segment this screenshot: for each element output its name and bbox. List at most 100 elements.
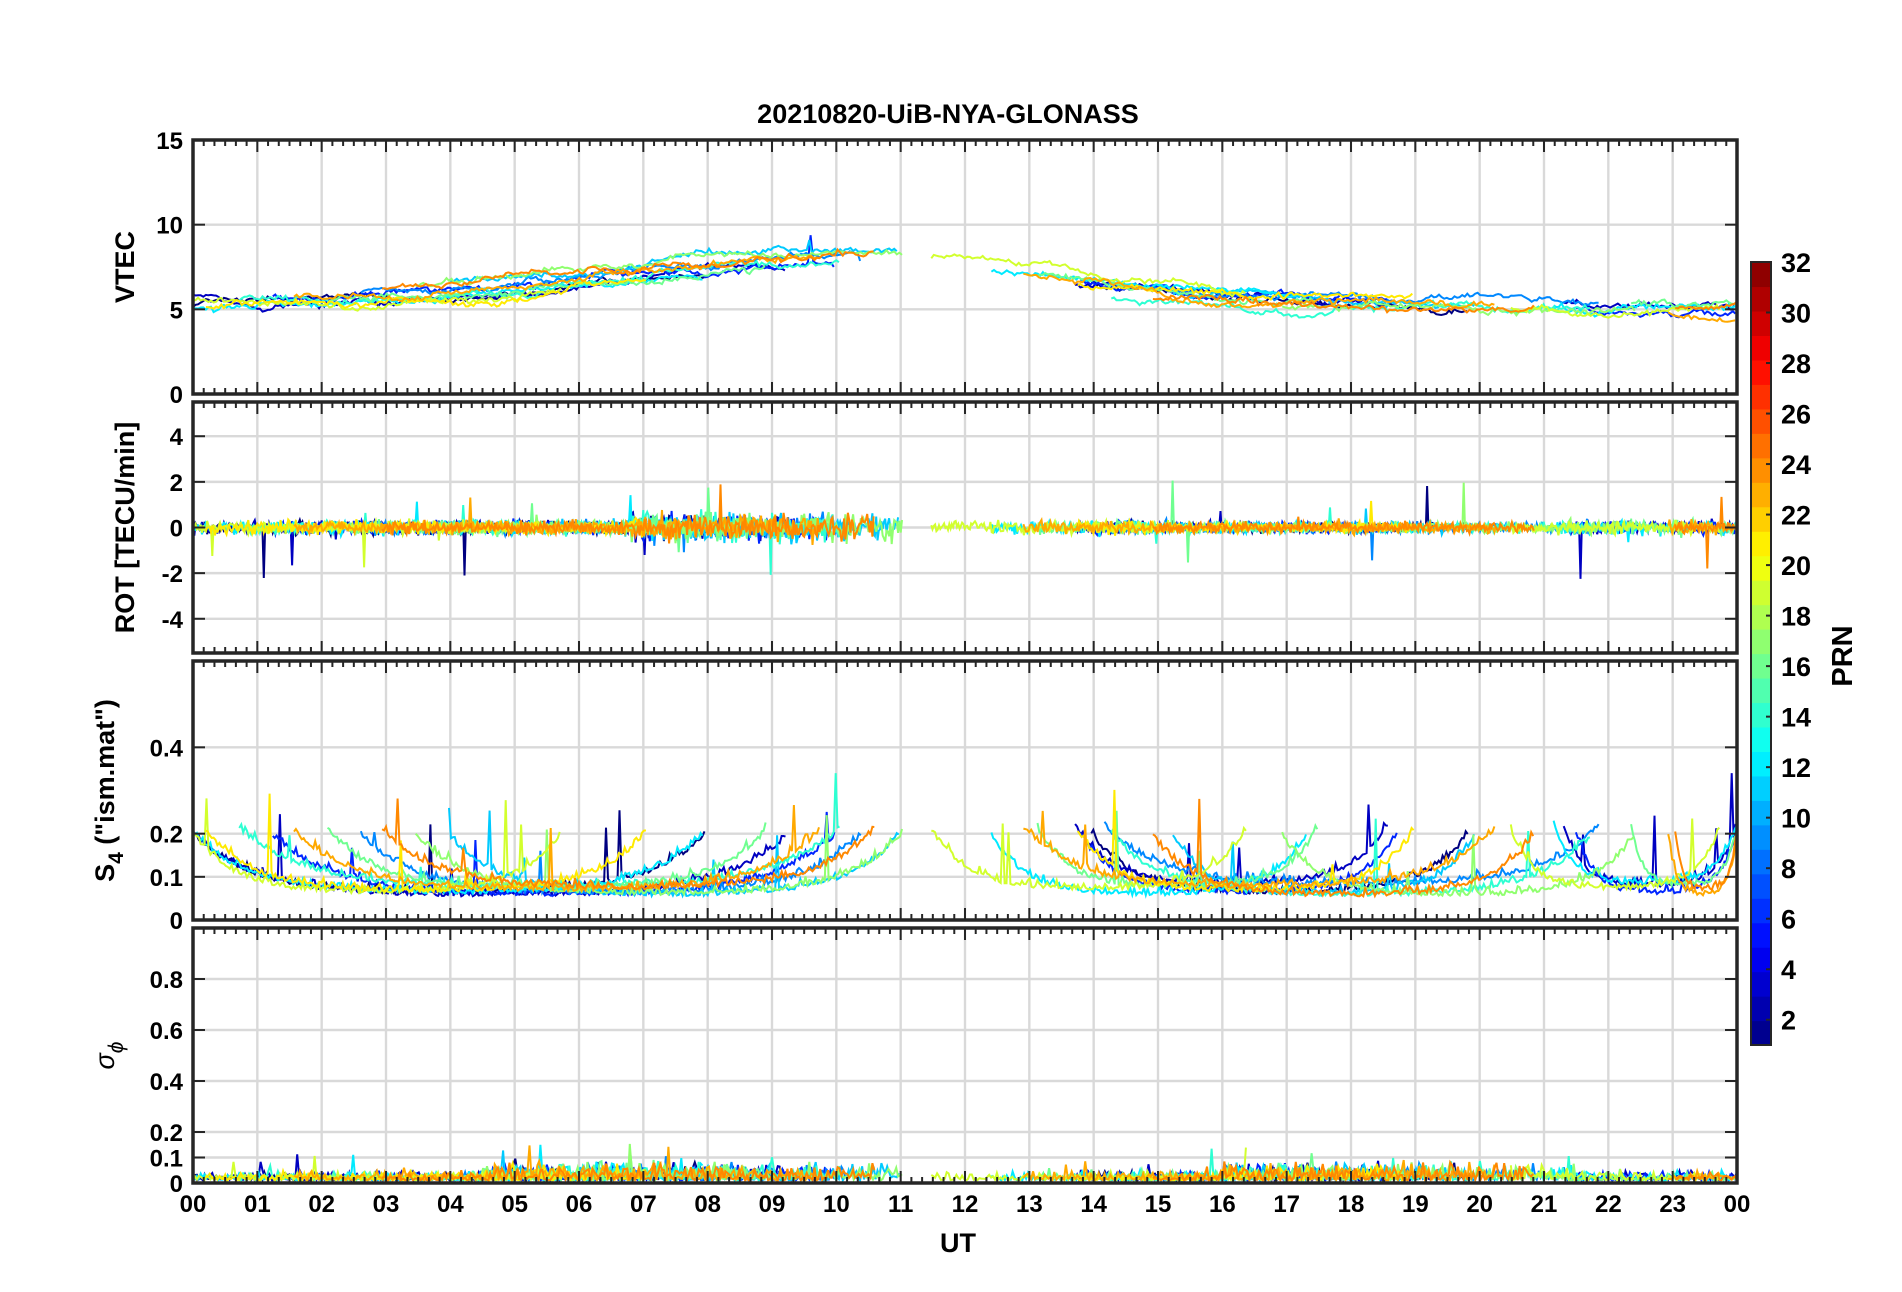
y-tick-label: 2 [170, 470, 183, 497]
y-tick-label: 10 [156, 213, 183, 240]
y-axis-label-rot: ROT [TECU/min] [110, 422, 140, 633]
y-tick-label: 0.2 [150, 1120, 183, 1147]
y-tick-label: 0.1 [150, 865, 183, 892]
colorbar-tick-label: 4 [1781, 955, 1796, 985]
x-tick-label: 13 [1016, 1191, 1043, 1218]
y-tick-label: 0 [170, 1171, 183, 1198]
series-prn-21 [205, 793, 647, 895]
x-tick-label: 10 [823, 1191, 850, 1218]
panel-rot: -4 -2 0 2 4 ROT [TECU/min] [110, 400, 1739, 655]
colorbar-segment [1751, 384, 1771, 410]
colorbar-segment [1751, 849, 1771, 875]
x-tick-label: 22 [1595, 1191, 1622, 1218]
series-prn-11 [448, 807, 900, 899]
colorbar-segment [1751, 800, 1771, 826]
colorbar-segment [1751, 457, 1771, 483]
colorbar-tick-label: 2 [1781, 1006, 1796, 1036]
colorbar-segment [1751, 653, 1771, 679]
series-prn-12 [1553, 301, 1737, 318]
x-tick-label: 00 [180, 1191, 207, 1218]
y-tick-label: -2 [162, 561, 183, 588]
y-tick-label: 0.4 [150, 735, 184, 762]
chart-title: 20210820-UiB-NYA-GLONASS [757, 99, 1139, 129]
series-prn-16 [1630, 824, 1737, 890]
series-prn-24 [1152, 293, 1535, 314]
colorbar-tick-label: 6 [1781, 905, 1796, 935]
y-tick-label: 0.4 [150, 1069, 184, 1096]
series-prn-24 [381, 798, 875, 891]
x-tick-label: 11 [888, 1191, 913, 1218]
colorbar-segment [1751, 286, 1771, 312]
y-tick-label: 0 [170, 516, 183, 543]
x-tick-label: 02 [308, 1191, 335, 1218]
colorbar-segment [1751, 677, 1771, 704]
y-axis-label-sigma_phi: σϕ [90, 1042, 128, 1070]
colorbar-segment [1751, 506, 1771, 532]
x-tick-label: 00 [1724, 1191, 1751, 1218]
series-prn-6 [1574, 831, 1737, 896]
colorbar-segment [1751, 335, 1771, 361]
x-tick-label: 19 [1402, 1191, 1429, 1218]
colorbar-tick-label: 18 [1781, 602, 1811, 632]
series-prn-24 [1152, 516, 1535, 538]
series-prn-24 [381, 247, 874, 291]
y-tick-label: 15 [156, 128, 183, 155]
x-axis-label: UT [940, 1228, 976, 1258]
x-tick-label: 07 [630, 1191, 657, 1218]
series-prn-24 [1152, 1159, 1535, 1183]
colorbar-segment [1751, 996, 1771, 1022]
x-tick-label: 01 [244, 1191, 271, 1218]
colorbar-segment [1751, 482, 1771, 508]
colorbar-segment [1751, 555, 1771, 581]
colorbar-segment [1751, 262, 1771, 288]
colorbar-tick-label: 30 [1781, 299, 1811, 329]
colorbar-tick-label: 26 [1781, 400, 1811, 430]
series-prn-6 [1575, 305, 1737, 319]
x-tick-label: 21 [1531, 1191, 1558, 1218]
colorbar-tick-label: 20 [1781, 551, 1811, 581]
colorbar-tick-label: 14 [1781, 703, 1811, 733]
x-tick-label: 03 [373, 1191, 400, 1218]
y-tick-label: 0.6 [150, 1018, 183, 1045]
colorbar-segment [1751, 1020, 1771, 1046]
colorbar-segment [1751, 531, 1771, 557]
series-prn-24 [381, 1160, 876, 1183]
colorbar-tick-label: 8 [1781, 854, 1796, 884]
colorbar-segment [1751, 702, 1771, 728]
colorbar-segment [1751, 580, 1771, 606]
colorbar-segment [1751, 898, 1771, 924]
x-tick-label: 16 [1209, 1191, 1236, 1218]
y-tick-label: 0 [170, 382, 183, 409]
colorbar-segment [1751, 824, 1771, 850]
colorbar-tick-label: 28 [1781, 349, 1811, 379]
series-prn-21 [205, 278, 647, 310]
series-prn-19 [930, 253, 1246, 299]
x-tick-label: 17 [1273, 1191, 1300, 1218]
colorbar-segment [1751, 310, 1771, 337]
colorbar-tick-label: 12 [1781, 753, 1811, 783]
colorbar-tick-label: 24 [1781, 450, 1811, 480]
x-axis-tick-labels: 00 01 02 03 04 05 06 07 08 09 10 11 12 13 14 15 16 17 18 19… [180, 1191, 1751, 1218]
colorbar-tick-label: 32 [1781, 248, 1811, 278]
colorbar-segment [1751, 629, 1771, 655]
y-tick-label: 4 [170, 424, 184, 451]
colorbar-segment [1751, 971, 1771, 997]
series-prn-24 [1674, 496, 1737, 569]
x-tick-label: 23 [1659, 1191, 1686, 1218]
series-prn-23 [293, 254, 820, 303]
colorbar-segment [1751, 726, 1771, 752]
series-prn-24 [1152, 798, 1535, 899]
series-prn-23 [1667, 311, 1736, 323]
y-axis-label-s4: S4 ("ism.mat") [90, 699, 128, 882]
colorbar-segment [1751, 873, 1771, 899]
colorbar-segment [1751, 947, 1771, 973]
colorbar-tick-label: 10 [1781, 804, 1811, 834]
colorbar-segment [1751, 433, 1771, 459]
series-prn-9 [1103, 821, 1600, 887]
x-tick-label: 12 [952, 1191, 979, 1218]
x-tick-label: 05 [501, 1191, 528, 1218]
x-tick-label: 20 [1466, 1191, 1493, 1218]
